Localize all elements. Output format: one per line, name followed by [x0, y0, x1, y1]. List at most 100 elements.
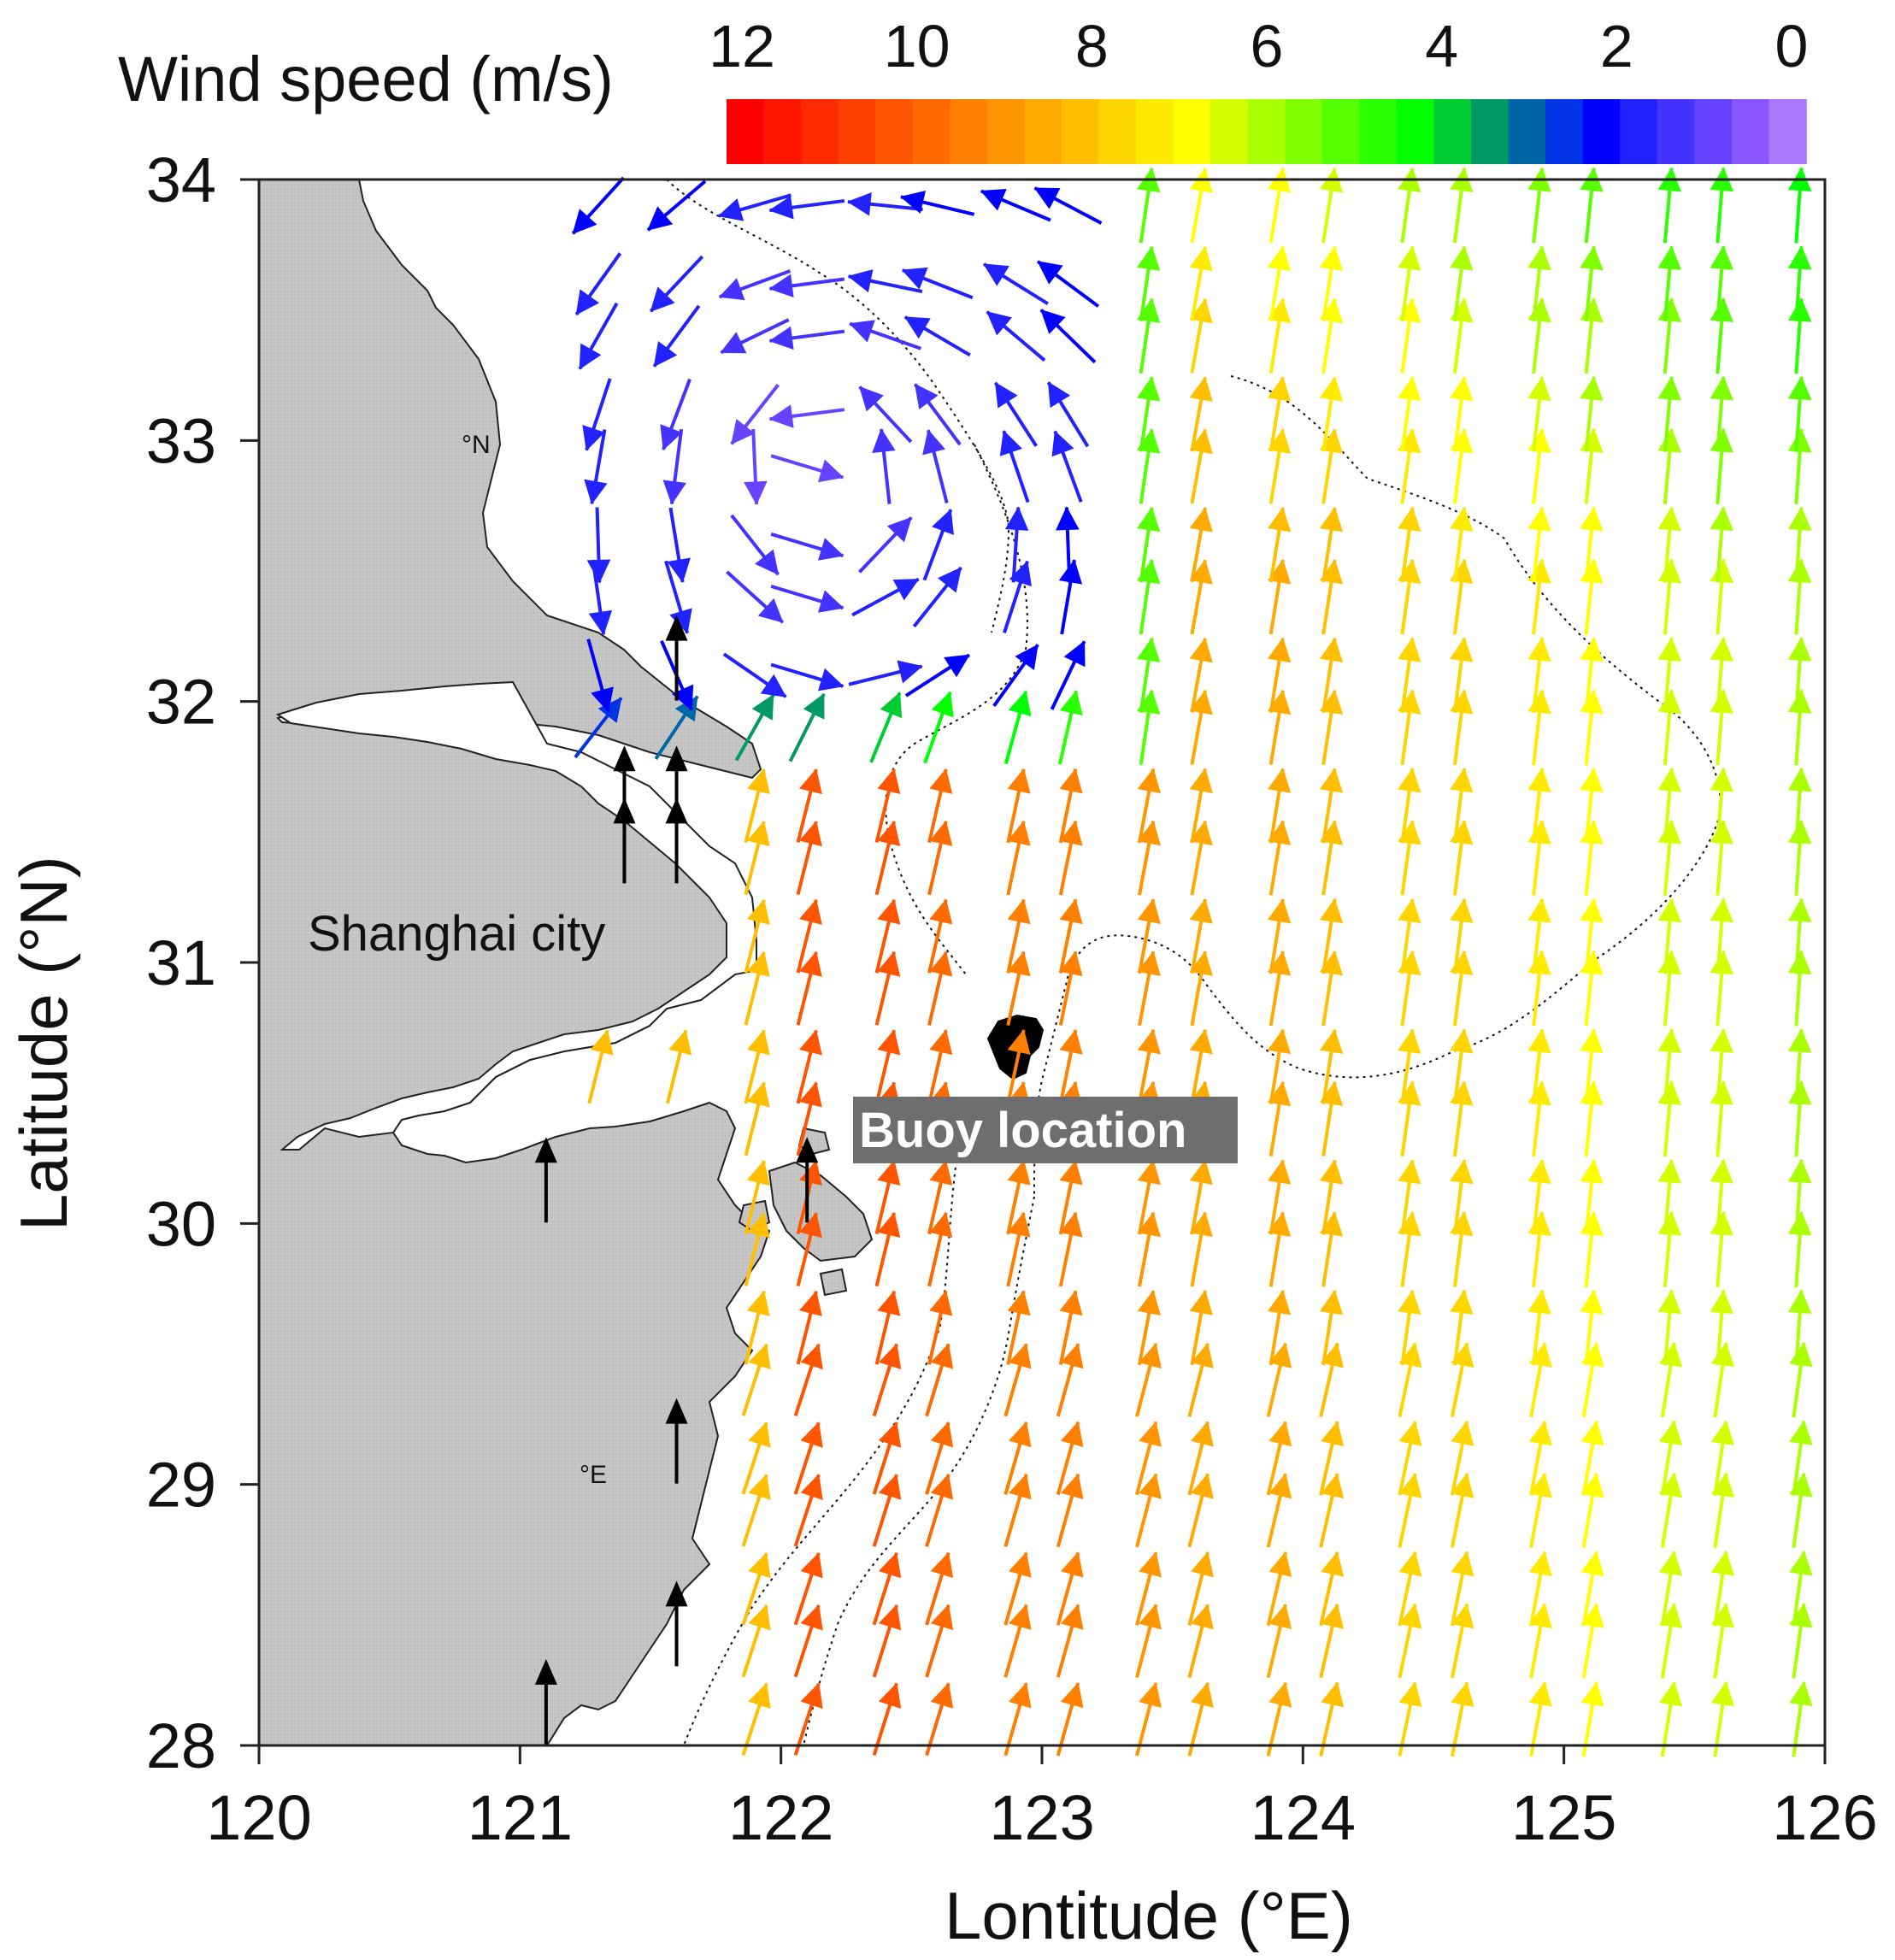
wind-arrow — [1450, 1681, 1474, 1757]
wind-arrow — [1527, 767, 1551, 844]
wind-arrow — [1398, 1603, 1422, 1679]
colorbar-cell — [763, 99, 802, 164]
small-east-label: °E — [580, 1461, 607, 1489]
wind-arrow — [869, 692, 903, 763]
wind-arrow — [796, 768, 822, 843]
buoy-label-background — [853, 1097, 1238, 1163]
wind-arrow — [1398, 1473, 1422, 1548]
wind-arrow — [1580, 506, 1604, 583]
wind-arrow — [1267, 506, 1292, 583]
wind-arrow — [793, 1604, 823, 1678]
wind-arrow — [1267, 428, 1292, 504]
wind-arrow — [1137, 1159, 1161, 1235]
colorbar-tick-label: 2 — [1600, 13, 1633, 79]
wind-arrow — [1319, 1421, 1345, 1496]
colorbar-cell — [1173, 99, 1211, 164]
wind-arrow — [796, 1029, 822, 1104]
y-axis-title: Latitude (°N) — [6, 856, 81, 1231]
wind-arrow — [1658, 1680, 1683, 1757]
wind-arrow — [1450, 506, 1474, 583]
colorbar-cell — [1694, 99, 1733, 164]
wind-arrow — [993, 381, 1039, 447]
wind-arrow — [1450, 376, 1474, 452]
wind-arrow — [1058, 1211, 1083, 1287]
wind-arrow — [1135, 1342, 1162, 1417]
wind-arrow — [1319, 1473, 1345, 1548]
wind-arrow — [1267, 1289, 1292, 1366]
wind-arrow — [1787, 427, 1812, 504]
wind-arrow — [1398, 245, 1421, 321]
shanghai-city-label: Shanghai city — [308, 906, 605, 962]
wind-arrow — [927, 820, 953, 896]
wind-arrow — [1056, 1343, 1084, 1417]
wind-arrow — [1267, 376, 1292, 452]
colorbar-cell — [1545, 99, 1584, 164]
y-tick-label: 32 — [146, 667, 216, 738]
wind-arrow — [1787, 1289, 1812, 1366]
wind-arrow — [925, 1343, 954, 1417]
wind-arrow — [796, 1081, 822, 1157]
wind-arrow — [1580, 1472, 1604, 1548]
wind-arrow — [1266, 1342, 1292, 1417]
wind-arrow — [927, 1029, 953, 1104]
wind-arrow — [1710, 1158, 1734, 1235]
wind-arrow — [1189, 1159, 1213, 1235]
wind-arrow — [851, 577, 920, 617]
wind-arrow — [1137, 898, 1161, 974]
colorbar: Wind speed (m/s) 12 10 8 6 4 2 0 — [118, 13, 1808, 164]
wind-arrow — [665, 1029, 692, 1104]
wind-arrow — [793, 1474, 823, 1547]
wind-vector-arrows — [534, 167, 1813, 1757]
wind-arrow — [1189, 1290, 1213, 1366]
wind-arrow — [927, 951, 953, 1026]
wind-arrow — [983, 262, 1049, 306]
wind-arrow — [667, 507, 691, 583]
wind-arrow — [1710, 1680, 1735, 1757]
wind-arrow — [1398, 1159, 1421, 1235]
wind-arrow — [1450, 898, 1474, 974]
wind-arrow — [1657, 1289, 1682, 1366]
wind-arrow — [1398, 506, 1421, 583]
wind-arrow — [1450, 1342, 1474, 1418]
wind-arrow — [1787, 245, 1812, 322]
wind-arrow — [744, 1160, 770, 1234]
wind-arrow — [1187, 1421, 1214, 1496]
wind-arrow — [1056, 1551, 1084, 1626]
wind-arrow — [1267, 1028, 1292, 1104]
x-tick-label: 126 — [1772, 1782, 1877, 1853]
wind-arrow — [1189, 428, 1213, 504]
wind-arrow — [872, 1604, 902, 1678]
wind-arrow — [1189, 951, 1213, 1027]
wind-arrow — [744, 1029, 770, 1104]
wind-arrow — [1267, 951, 1292, 1027]
colorbar-cell — [1098, 99, 1137, 164]
wind-arrow — [858, 386, 913, 444]
wind-arrow — [741, 1604, 771, 1678]
wind-arrow — [846, 192, 923, 216]
wind-arrow — [717, 193, 792, 221]
wind-arrow — [1319, 1289, 1344, 1366]
wind-arrow — [1319, 637, 1344, 713]
wind-arrow — [927, 898, 953, 974]
wind-arrow — [718, 269, 792, 301]
wind-arrow — [1527, 375, 1551, 452]
wind-arrow — [1710, 1028, 1734, 1105]
wind-arrow — [1058, 951, 1083, 1027]
wind-arrow — [1528, 1551, 1552, 1627]
wind-arrow — [1003, 1551, 1032, 1626]
wind-arrow — [925, 1604, 954, 1678]
colorbar-cell — [838, 99, 877, 164]
wind-arrow — [1319, 1028, 1344, 1104]
wind-arrow — [872, 1421, 902, 1495]
colorbar-tick-label: 6 — [1251, 13, 1284, 79]
wind-arrow — [741, 1421, 771, 1495]
wind-arrow — [793, 1682, 823, 1756]
wind-arrow — [1528, 1472, 1552, 1548]
wind-arrow — [1051, 430, 1083, 503]
wind-arrow — [1657, 898, 1682, 974]
wind-arrow — [1580, 1420, 1604, 1496]
wind-arrow — [1266, 1551, 1292, 1627]
wind-arrow — [1137, 1290, 1161, 1366]
wind-arrow — [925, 1682, 954, 1757]
wind-arrow — [1398, 1028, 1421, 1104]
